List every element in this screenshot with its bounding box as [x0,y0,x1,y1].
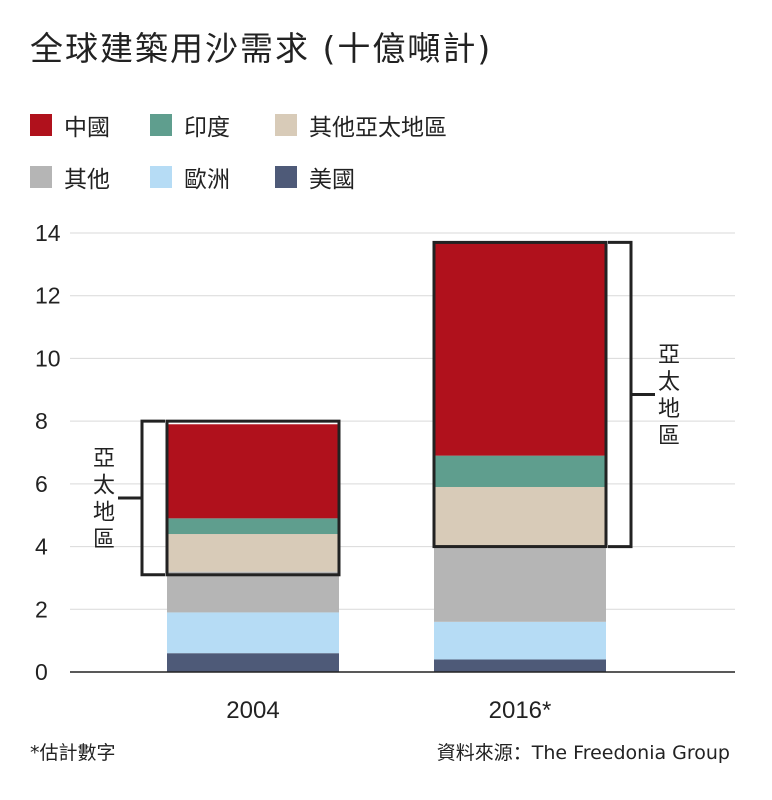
y-tick-label: 4 [35,534,48,560]
bar-segment [434,455,606,487]
legend-label-europe: 歐洲 [184,167,230,193]
legend-label-other-apac: 其他亞太地區 [309,115,447,141]
x-category-label: 2004 [226,697,279,724]
y-tick-label: 12 [35,283,61,309]
legend-swatch-china [30,114,52,136]
legend-swatch-europe [150,166,172,188]
legend-item-china: 中國 [30,110,150,141]
legend-item-europe: 歐洲 [150,162,275,193]
bar-segment [434,486,606,547]
legend-label-china: 中國 [64,115,110,141]
legend-label-usa: 美國 [309,167,355,193]
y-tick-label: 10 [35,345,61,371]
bar-segment [434,621,606,660]
bar-segment [167,518,339,535]
legend: 中國 印度 其他亞太地區 其他 歐洲 美國 [30,110,730,214]
legend-item-other: 其他 [30,162,150,193]
legend-row-2: 其他 歐洲 美國 [30,162,730,193]
bar-segment [167,612,339,654]
bar-segment [434,242,606,456]
x-category-label: 2016* [489,697,552,724]
bar-segment [167,424,339,519]
legend-swatch-usa [275,166,297,188]
footnote: *估計數字 [30,742,116,764]
bar-segment [167,534,339,572]
bracket [608,240,633,549]
source-credit: 資料來源：The Freedonia Group [436,742,730,764]
legend-swatch-other-apac [275,114,297,136]
legend-item-usa: 美國 [275,162,355,193]
legend-swatch-other [30,166,52,188]
y-tick-label: 2 [35,596,48,622]
legend-label-other: 其他 [64,167,110,193]
group-outline [165,419,341,577]
bar-segment [167,653,339,672]
legend-label-india: 印度 [184,115,230,141]
y-tick-label: 8 [35,408,48,434]
legend-item-india: 印度 [150,110,275,141]
bar-segment [434,546,606,622]
legend-row-1: 中國 印度 其他亞太地區 [30,110,730,141]
legend-swatch-india [150,114,172,136]
group-outline [432,240,608,549]
chart-title: 全球建築用沙需求 (十億噸計) [30,29,493,68]
y-tick-label: 14 [35,220,61,246]
bar-segment [434,659,606,672]
y-tick-label: 6 [35,471,48,497]
legend-item-other-apac: 其他亞太地區 [275,110,447,141]
bar-segment [167,571,339,613]
bracket [140,419,165,577]
y-tick-label: 0 [35,659,48,685]
bracket-label: 亞太地區 [93,446,115,552]
bracket-label: 亞太地區 [658,343,680,449]
